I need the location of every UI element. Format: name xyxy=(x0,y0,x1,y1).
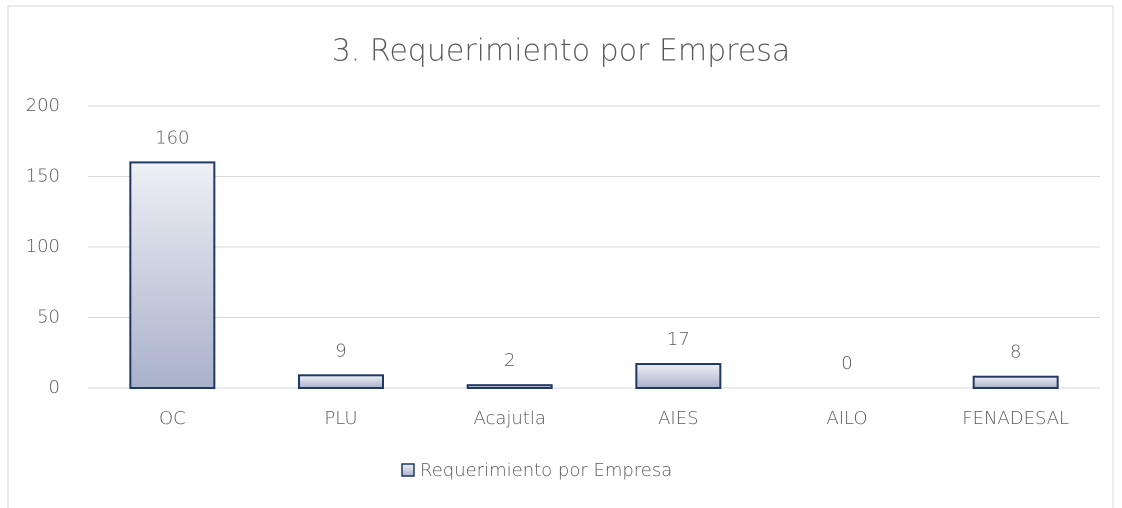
bar xyxy=(635,363,722,389)
y-tick-label: 0 xyxy=(49,377,60,398)
data-label: 17 xyxy=(667,329,690,350)
chart-title: 3. Requerimiento por Empresa xyxy=(332,34,791,69)
x-tick-label: Acajutla xyxy=(473,408,545,429)
bar xyxy=(298,374,384,389)
x-tick-label: AILO xyxy=(826,408,867,429)
data-label: 9 xyxy=(335,340,346,361)
y-tick-label: 50 xyxy=(37,307,60,328)
bar xyxy=(466,384,553,389)
x-tick-label: AIES xyxy=(658,408,698,429)
x-tick-label: FENADESAL xyxy=(962,408,1069,429)
chart-border xyxy=(7,5,1114,508)
data-label: 2 xyxy=(504,350,515,371)
data-label: 0 xyxy=(841,353,852,374)
x-tick-label: PLU xyxy=(324,408,357,429)
data-label: 160 xyxy=(155,127,189,148)
y-tick-label: 200 xyxy=(26,95,60,116)
x-tick-label: OC xyxy=(159,408,186,429)
bar xyxy=(129,161,216,389)
bar xyxy=(972,375,1059,390)
data-label: 8 xyxy=(1010,342,1021,363)
legend-label: Requerimiento por Empresa xyxy=(420,460,672,481)
y-tick-label: 100 xyxy=(26,236,60,257)
y-tick-label: 150 xyxy=(26,166,60,187)
legend-swatch xyxy=(401,463,415,477)
